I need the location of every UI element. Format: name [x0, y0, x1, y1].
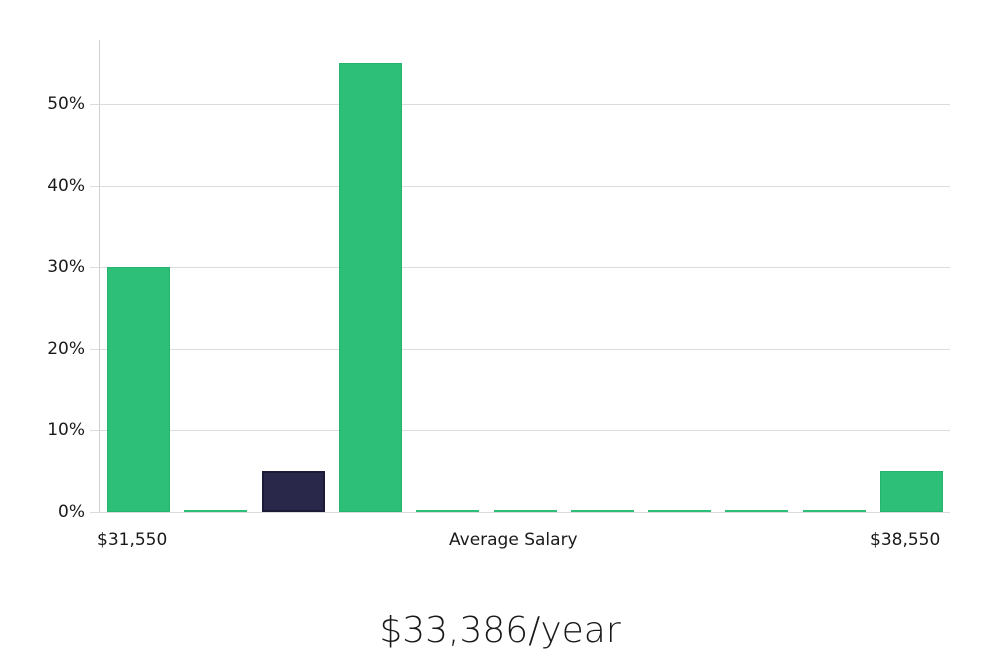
- y-tick-label: 10%: [47, 420, 85, 441]
- gridline: [90, 430, 950, 432]
- bar-highlighted: [261, 471, 325, 512]
- bar: [338, 63, 402, 512]
- gridline: [90, 348, 950, 350]
- salary-distribution-chart: 0% 10% 20% 30% 40% 50% $31,550 Average Salary…: [47, 40, 950, 550]
- bar: [570, 510, 634, 512]
- gridline: [90, 512, 950, 513]
- average-salary-value: $33,386/year: [379, 610, 621, 651]
- bar: [107, 267, 170, 512]
- x-axis-min-label: $31,550: [97, 530, 168, 550]
- bar: [184, 510, 248, 512]
- y-tick-label: 40%: [47, 175, 85, 196]
- y-tick-label: 50%: [47, 94, 85, 114]
- y-axis-line: [99, 40, 100, 513]
- y-tick-label: 20%: [47, 338, 85, 359]
- x-axis-max-label: $38,550: [870, 530, 941, 550]
- gridline: [90, 185, 950, 187]
- bar: [880, 471, 943, 512]
- x-axis-title: Average Salary: [449, 530, 578, 550]
- bar: [802, 510, 866, 512]
- bar: [416, 510, 480, 512]
- y-tick-label: 0%: [58, 502, 85, 522]
- bar: [648, 510, 712, 512]
- y-tick-label: 30%: [47, 257, 85, 278]
- gridline: [90, 267, 950, 269]
- gridline: [90, 104, 950, 105]
- bar: [725, 510, 789, 512]
- bar: [493, 510, 557, 512]
